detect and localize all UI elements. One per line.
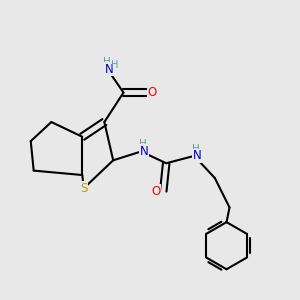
- Text: N: N: [104, 62, 113, 76]
- Text: H: H: [103, 57, 111, 67]
- Text: H: H: [111, 61, 118, 70]
- Text: S: S: [80, 182, 87, 195]
- Text: N: N: [140, 145, 148, 158]
- Text: N: N: [193, 149, 202, 162]
- Text: H: H: [139, 139, 146, 149]
- Text: O: O: [148, 86, 157, 99]
- Text: O: O: [151, 185, 160, 198]
- Text: H: H: [192, 143, 200, 154]
